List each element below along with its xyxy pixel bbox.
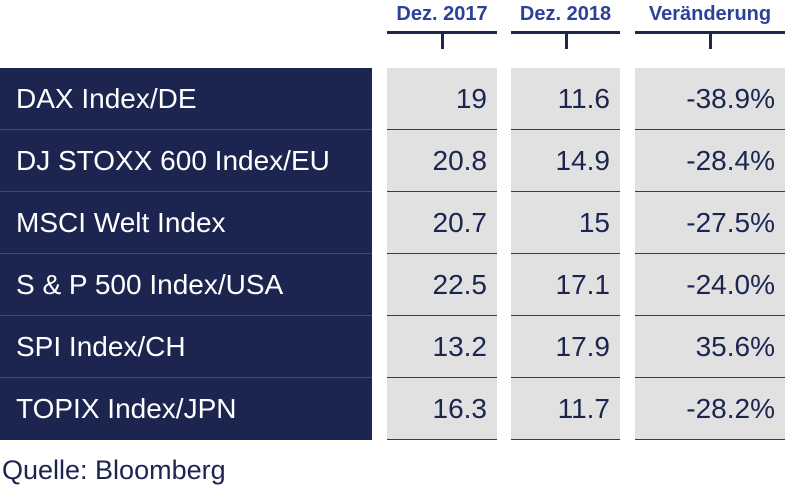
row-label: DJ STOXX 600 Index/EU — [0, 130, 372, 192]
table-cell: 11.6 — [511, 68, 620, 130]
row-labels-panel: DAX Index/DE DJ STOXX 600 Index/EU MSCI We… — [0, 68, 372, 440]
row-label: MSCI Welt Index — [0, 192, 372, 254]
row-label: SPI Index/CH — [0, 316, 372, 378]
table-cell: 16.3 — [387, 378, 497, 440]
table-cell: -38.9% — [635, 68, 785, 130]
header-rule — [387, 31, 497, 34]
column-header-veraenderung: Veränderung — [635, 0, 785, 49]
header-tick — [709, 33, 712, 49]
table-cell: -27.5% — [635, 192, 785, 254]
table-cell: 17.1 — [511, 254, 620, 316]
table-cell: -28.4% — [635, 130, 785, 192]
header-rule — [511, 31, 620, 34]
column-header-label: Dez. 2018 — [519, 3, 612, 25]
table-cell: 13.2 — [387, 316, 497, 378]
table-cell: -28.2% — [635, 378, 785, 440]
row-label: S & P 500 Index/USA — [0, 254, 372, 316]
table-cell: 14.9 — [511, 130, 620, 192]
table-cell: 15 — [511, 192, 620, 254]
column-header-dez-2018: Dez. 2018 — [511, 0, 620, 49]
table-cell: 20.7 — [387, 192, 497, 254]
column-header-dez-2017: Dez. 2017 — [387, 0, 497, 49]
header-rule — [635, 31, 785, 34]
table-cell: -24.0% — [635, 254, 785, 316]
column-header-label: Dez. 2017 — [396, 3, 488, 25]
row-label: DAX Index/DE — [0, 68, 372, 130]
header-tick — [441, 33, 444, 49]
table-cell: 11.7 — [511, 378, 620, 440]
table-cell: 20.8 — [387, 130, 497, 192]
data-column-dez-2018: 11.6 14.9 15 17.1 17.9 11.7 — [511, 68, 620, 440]
table-cell: 35.6% — [635, 316, 785, 378]
row-label: TOPIX Index/JPN — [16, 393, 237, 424]
data-column-dez-2017: 19 20.8 20.7 22.5 13.2 16.3 — [387, 68, 497, 440]
source-note: Quelle: Bloomberg — [2, 455, 226, 485]
table-cell: 19 — [387, 68, 497, 130]
data-column-veraenderung: -38.9% -28.4% -27.5% -24.0% 35.6% -28.2% — [635, 68, 785, 440]
table-cell: 17.9 — [511, 316, 620, 378]
table-cell: 22.5 — [387, 254, 497, 316]
header-tick — [564, 33, 568, 49]
column-header-label: Veränderung — [648, 3, 772, 25]
